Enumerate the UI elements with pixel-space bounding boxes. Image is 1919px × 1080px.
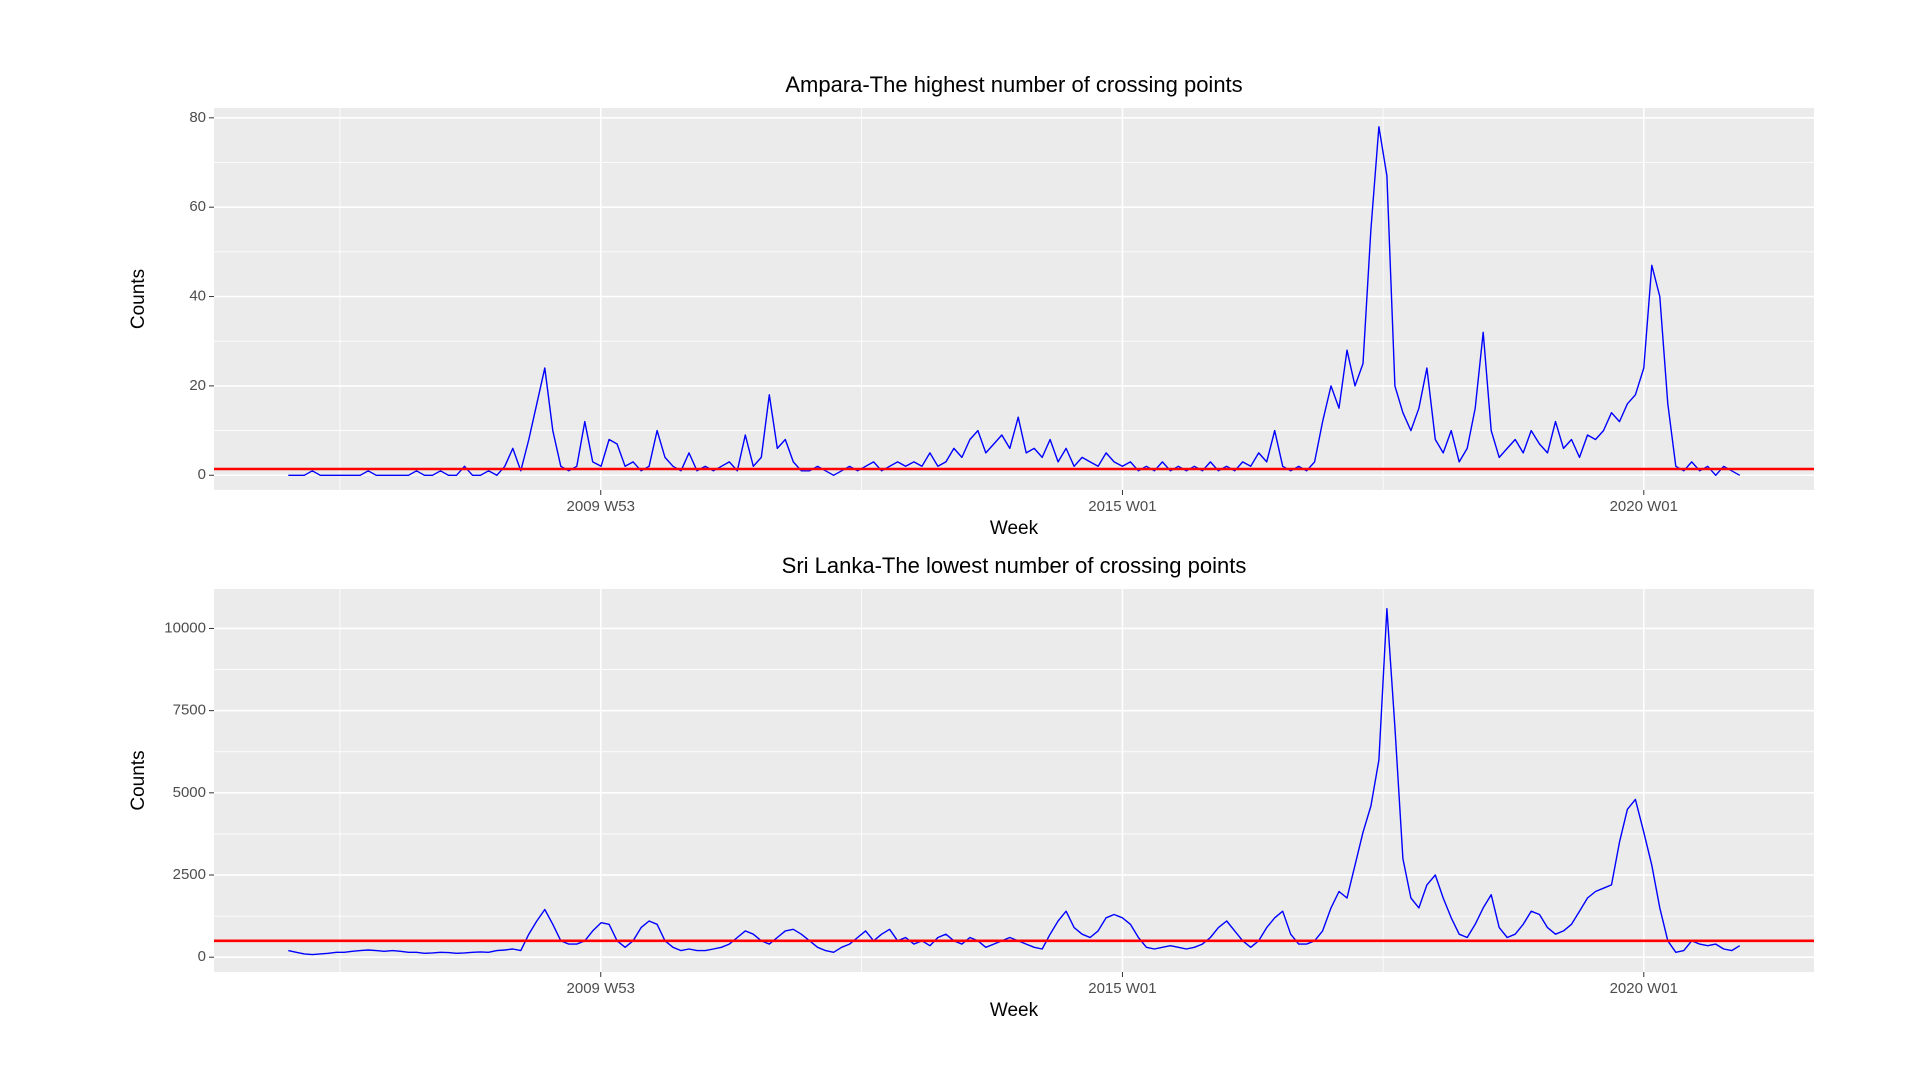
- x-tick-label: 2020 W01: [1610, 980, 1678, 997]
- x-tick-label: 2009 W53: [567, 980, 635, 997]
- y-axis-title: Counts: [128, 269, 149, 329]
- y-tick-label: 7500: [173, 702, 206, 719]
- x-axis-title: Week: [990, 1000, 1039, 1021]
- series-line: [288, 126, 1741, 476]
- y-tick-label: 80: [189, 109, 206, 126]
- y-tick-label: 10000: [164, 619, 206, 636]
- panel-background: [214, 589, 1814, 972]
- y-axis-title: Counts: [128, 750, 149, 810]
- series-line: [288, 608, 1741, 956]
- x-axis-title: Week: [990, 518, 1039, 539]
- x-tick-label: 2015 W01: [1088, 498, 1156, 515]
- y-tick-label: 0: [198, 948, 206, 965]
- y-tick-label: 5000: [173, 784, 206, 801]
- x-tick-label: 2020 W01: [1610, 498, 1678, 515]
- x-tick-label: 2009 W53: [567, 498, 635, 515]
- y-tick-label: 0: [198, 466, 206, 483]
- chart-title: Sri Lanka-The lowest number of crossing …: [782, 553, 1247, 578]
- y-tick-label: 2500: [173, 866, 206, 883]
- x-tick-label: 2015 W01: [1088, 980, 1156, 997]
- chart-title: Ampara-The highest number of crossing po…: [785, 72, 1242, 97]
- y-tick-label: 40: [189, 288, 206, 305]
- panel-background: [214, 108, 1814, 490]
- y-tick-label: 60: [189, 198, 206, 215]
- y-tick-label: 20: [189, 377, 206, 394]
